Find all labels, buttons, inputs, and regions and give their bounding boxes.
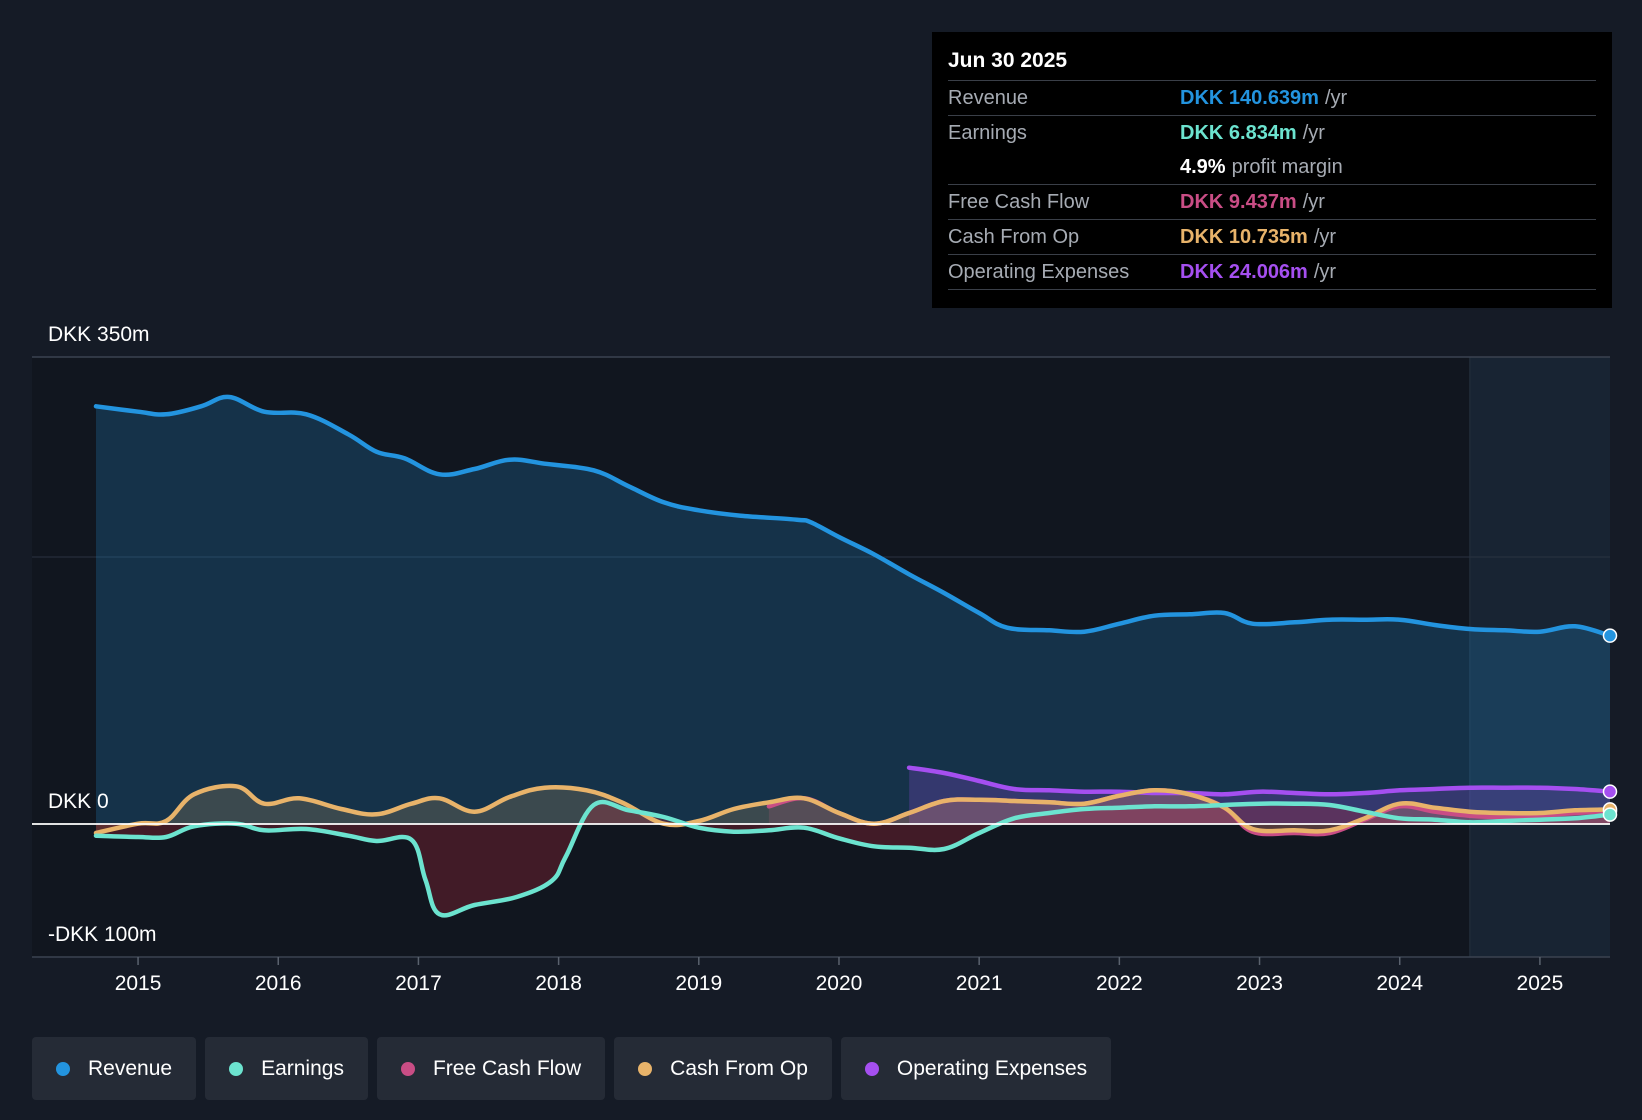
x-tick-label: 2023 — [1236, 972, 1283, 995]
legend-label: Operating Expenses — [896, 1056, 1088, 1080]
tooltip-value: DKK 24.006m — [1180, 260, 1308, 283]
legend-item-operating-expenses[interactable]: Operating Expenses — [840, 1037, 1112, 1100]
tooltip-label: Revenue — [948, 86, 1029, 109]
tooltip-label: Free Cash Flow — [948, 190, 1090, 213]
revenue-line — [93, 394, 1613, 638]
tooltip-value: DKK 6.834m — [1180, 121, 1297, 144]
tooltip-value: DKK 10.735m — [1180, 225, 1308, 248]
tooltip-unit: /yr — [1313, 225, 1337, 248]
operating-expenses-end-point — [1602, 784, 1618, 799]
revenue-area — [96, 396, 1610, 824]
x-tick-label: 2016 — [255, 972, 302, 995]
tooltip-row-cash-from-op: Cash From Op DKK 10.735m /yr — [948, 219, 1596, 254]
tooltip-panel: Jun 30 2025 Revenue DKK 140.639m /yr Ear… — [932, 32, 1612, 308]
x-tick-label: 2017 — [395, 972, 442, 995]
tooltip-unit: /yr — [1302, 190, 1325, 213]
tooltip-value: DKK 9.437m — [1180, 190, 1297, 213]
tooltip-row-revenue: Revenue DKK 140.639m /yr — [948, 80, 1596, 115]
x-tick-label: 2020 — [816, 972, 863, 995]
earnings-end-point — [1602, 807, 1618, 822]
tooltip-unit: /yr — [1324, 86, 1348, 109]
legend-item-free-cash-flow[interactable]: Free Cash Flow — [376, 1037, 606, 1100]
grid-layer — [32, 356, 1610, 958]
x-tick-label: 2024 — [1376, 972, 1423, 995]
cash-from-op-line — [93, 783, 1613, 836]
y-axis-label-top: DKK 350m — [48, 323, 150, 346]
tooltip-value: 4.9% — [1180, 155, 1226, 178]
legend-item-cash-from-op[interactable]: Cash From Op — [614, 1037, 832, 1100]
tooltip-row-operating-expenses: Operating Expenses DKK 24.006m /yr — [948, 254, 1596, 290]
tooltip-unit: /yr — [1302, 121, 1325, 144]
tooltip-label: Cash From Op — [948, 225, 1080, 248]
y-axis-label-bottom: -DKK 100m — [48, 923, 157, 946]
legend-label: Free Cash Flow — [432, 1056, 582, 1080]
operating-expenses-line — [906, 765, 1613, 797]
legend-item-revenue[interactable]: Revenue — [32, 1037, 197, 1100]
legend-dot-icon — [400, 1061, 415, 1076]
x-tick-label: 2021 — [956, 972, 1003, 995]
tooltip-row-earnings: Earnings DKK 6.834m /yr — [948, 115, 1596, 150]
x-tick-label: 2019 — [675, 972, 722, 995]
plot-background — [32, 357, 1470, 957]
tooltip-row-profit-margin: 4.9% profit margin — [948, 150, 1596, 184]
forecast-region — [1469, 357, 1610, 957]
legend-dot-icon — [56, 1061, 70, 1076]
x-tick-label: 2018 — [535, 972, 582, 995]
y-axis-label-zero: DKK 0 — [48, 790, 109, 813]
legend-label: Revenue — [88, 1056, 173, 1080]
legend-dot-icon — [638, 1061, 653, 1076]
legend-label: Cash From Op — [670, 1056, 808, 1080]
legend-label: Earnings — [261, 1056, 344, 1080]
tooltip-date: Jun 30 2025 — [948, 49, 1068, 72]
revenue-end-point — [1602, 628, 1618, 643]
tooltip-unit: /yr — [1313, 260, 1337, 283]
earnings-line — [93, 799, 1613, 918]
legend-item-earnings[interactable]: Earnings — [205, 1037, 368, 1100]
legend: Revenue Earnings Free Cash Flow Cash Fro… — [32, 1037, 1112, 1100]
line-layer — [32, 394, 1613, 918]
legend-dot-icon — [864, 1061, 879, 1076]
x-tick-label: 2025 — [1517, 972, 1564, 995]
tooltip-row-free-cash-flow: Free Cash Flow DKK 9.437m /yr — [948, 184, 1596, 219]
tooltip-label: Earnings — [948, 121, 1027, 144]
tooltip-unit: profit margin — [1231, 155, 1343, 178]
x-tick-label: 2022 — [1096, 972, 1143, 995]
x-tick-label: 2015 — [115, 972, 162, 995]
x-axis-ticks: 2015 2016 2017 2018 2019 2020 2021 2022 2023 2024… — [115, 957, 1564, 995]
dot-layer — [1602, 628, 1618, 822]
legend-dot-icon — [229, 1061, 244, 1076]
cash-from-op-area — [96, 785, 1610, 833]
tooltip-label: Operating Expenses — [948, 260, 1130, 283]
tooltip-value: DKK 140.639m — [1180, 86, 1319, 109]
earnings-area — [96, 801, 1610, 916]
